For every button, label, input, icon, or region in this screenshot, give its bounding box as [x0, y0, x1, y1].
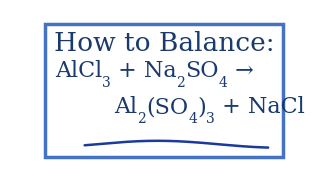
Text: 4: 4: [188, 112, 197, 126]
Text: + Na: + Na: [111, 60, 177, 82]
Text: + NaCl: + NaCl: [215, 96, 305, 118]
Text: (SO: (SO: [146, 96, 188, 118]
Text: Al: Al: [115, 96, 138, 118]
Text: How to Balance:: How to Balance:: [54, 31, 274, 56]
Text: →: →: [228, 60, 253, 82]
Text: SO: SO: [185, 60, 219, 82]
Text: 4: 4: [219, 76, 228, 90]
Text: 2: 2: [138, 112, 146, 126]
Text: 3: 3: [206, 112, 215, 126]
Text: 3: 3: [102, 76, 111, 90]
Text: 2: 2: [177, 76, 185, 90]
Text: ): ): [197, 96, 206, 118]
Text: AlCl: AlCl: [55, 60, 102, 82]
